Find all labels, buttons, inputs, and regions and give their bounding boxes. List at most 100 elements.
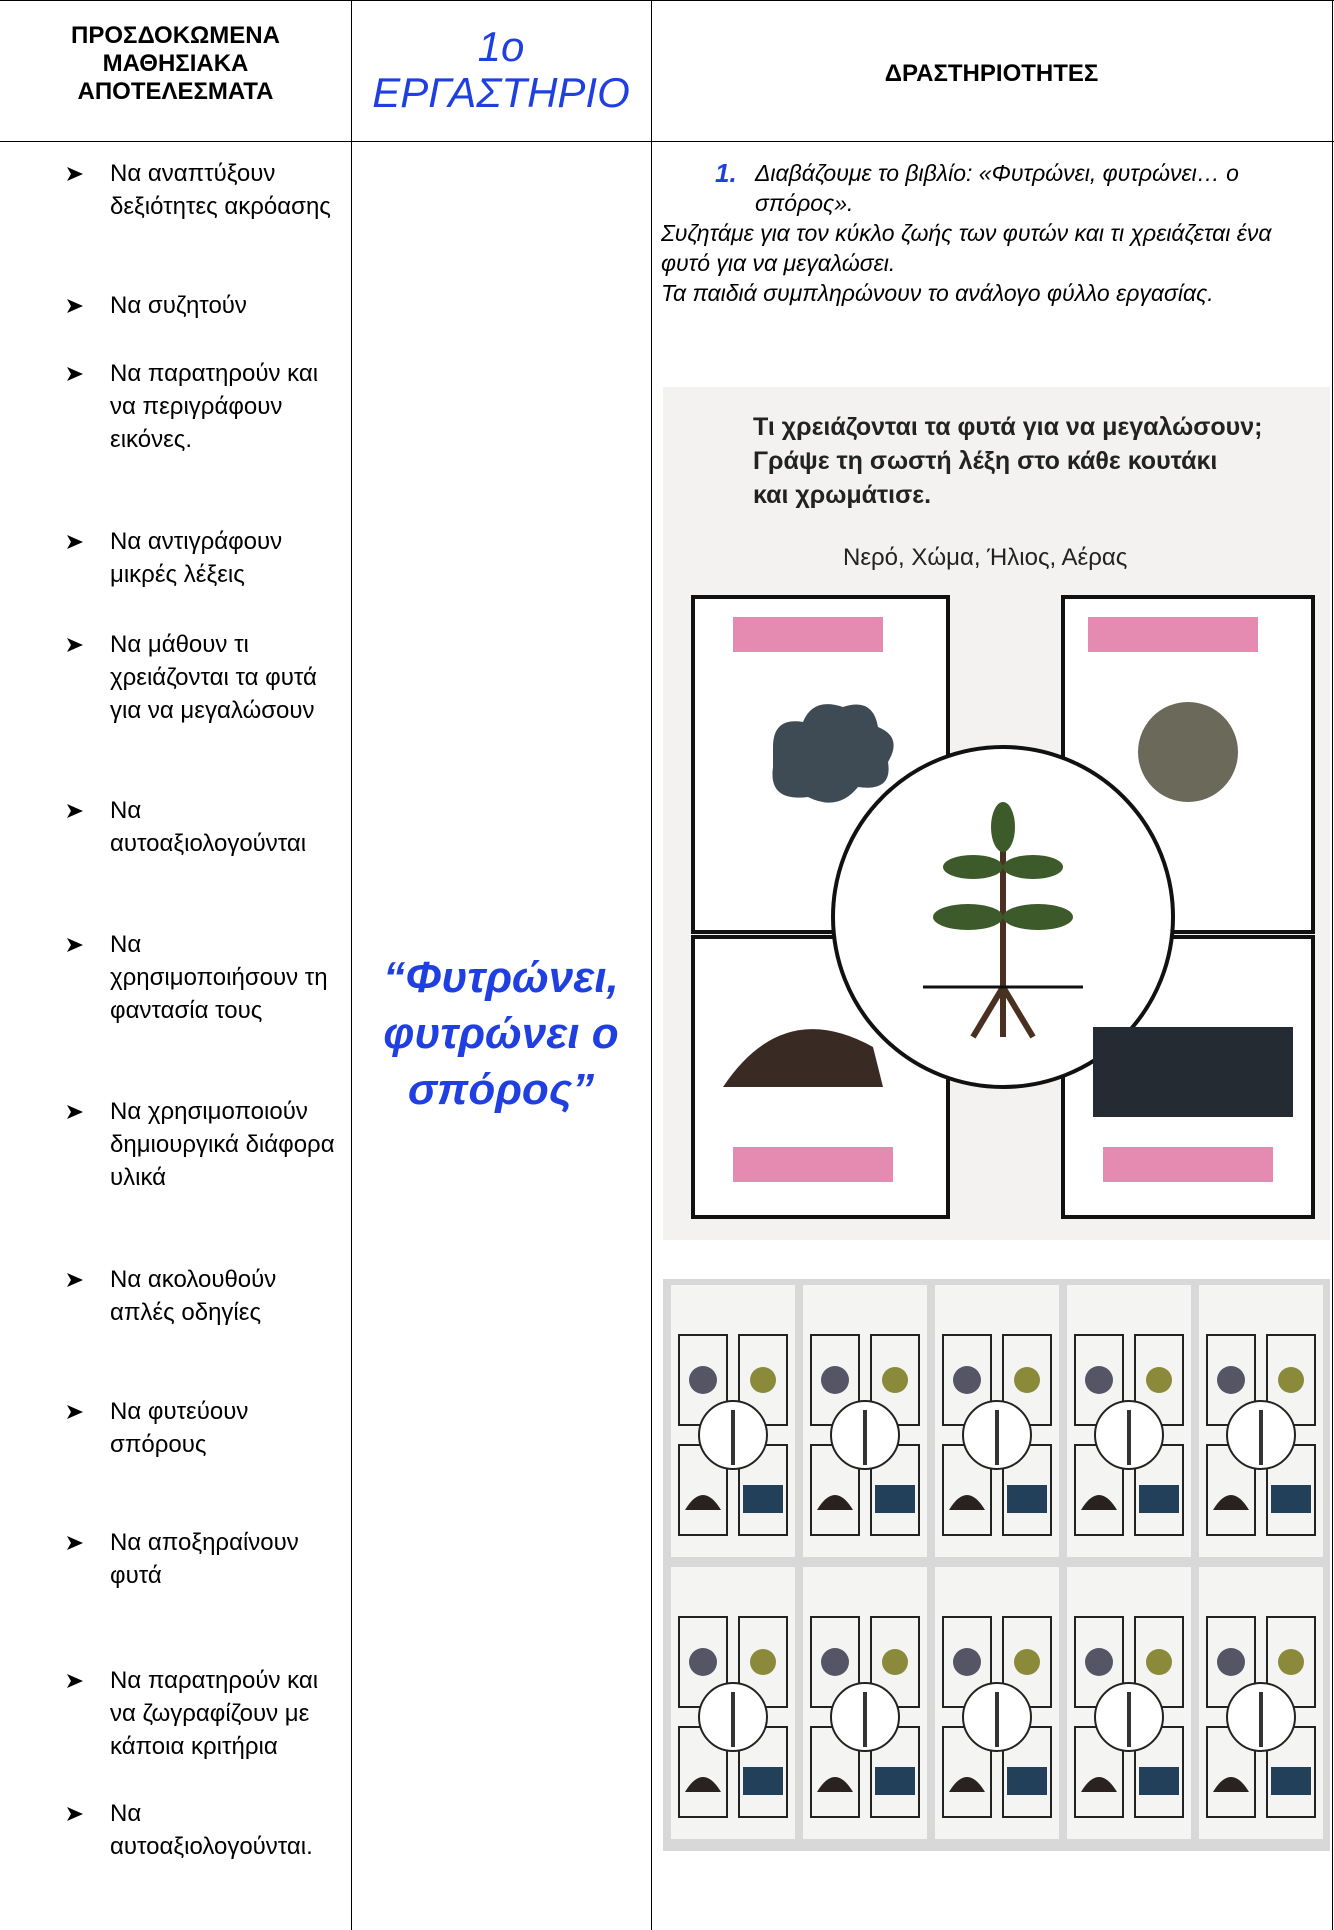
outcome-item: Να αυτοαξιολογούνται. bbox=[67, 1797, 335, 1863]
activities: 1. Διαβάζουμε το βιβλίο: «Φυτρώνει, φυτρ… bbox=[661, 158, 1321, 308]
sheet-shape bbox=[882, 1367, 908, 1393]
sheet-shape bbox=[1081, 1495, 1117, 1510]
outcome-item: Να παρατηρούν και να ζωγραφίζουν με κάπο… bbox=[67, 1664, 335, 1763]
sun bbox=[1138, 702, 1238, 802]
sheet-shape bbox=[1146, 1649, 1172, 1675]
header-activities: ΔΡΑΣΤΗΡΙΟΤΗΤΕΣ bbox=[884, 60, 1099, 87]
outcome-item: Να αποξηραίνουν φυτά bbox=[67, 1526, 335, 1592]
outcome-item: Να συζητούν bbox=[67, 289, 335, 322]
sheet-shape bbox=[1139, 1485, 1179, 1513]
worksheet-question: Τι χρειάζονται τα φυτά για να μεγαλώσουν… bbox=[753, 413, 1262, 441]
worksheet-photo: Τι χρειάζονται τα φυτά για να μεγαλώσουν… bbox=[663, 387, 1330, 1240]
sheet-shape bbox=[1146, 1367, 1172, 1393]
header-line: ΑΠΟΤΕΛΕΣΜΑΤΑ bbox=[77, 78, 274, 105]
sheet-shape bbox=[875, 1485, 915, 1513]
sheet-shape bbox=[1271, 1767, 1311, 1795]
bullet bbox=[67, 299, 83, 313]
sheet-shape bbox=[689, 1648, 717, 1676]
sheet-shape bbox=[685, 1495, 721, 1510]
bullet bbox=[67, 367, 83, 381]
sheet-shape bbox=[821, 1648, 849, 1676]
bullet bbox=[67, 1674, 83, 1688]
outcome-text: Να μάθουν τι χρειάζονται τα φυτά για να … bbox=[110, 631, 317, 724]
outcome-text: Να παρατηρούν και να περιγράφουν εικόνες… bbox=[110, 360, 319, 453]
header-workshop: 1ο ΕΡΓΑΣΤΗΡΙΟ bbox=[351, 24, 651, 116]
outcome-item: Να φυτεύουν σπόρους bbox=[67, 1395, 335, 1461]
sheet-shape bbox=[1081, 1777, 1117, 1792]
workshop-title: “Φυτρώνει, φυτρώνει ο σπόρος” bbox=[383, 953, 619, 1114]
outcome-text: Να αναπτύξουν δεξιότητες ακρόασης bbox=[110, 160, 331, 220]
column-border bbox=[1332, 0, 1333, 1930]
sheet-shape bbox=[817, 1777, 853, 1792]
outcome-text: Να αυτοαξιολογούνται bbox=[110, 797, 307, 857]
sheet-shape bbox=[817, 1495, 853, 1510]
outcome-text: Να συζητούν bbox=[110, 292, 247, 319]
bullet bbox=[67, 1807, 83, 1821]
header-line: ΠΡΟΣΔΟΚΩΜΕΝΑ bbox=[71, 22, 280, 49]
sheet-shape bbox=[743, 1767, 783, 1795]
sheet-shape bbox=[821, 1366, 849, 1394]
sheet-shape bbox=[1139, 1767, 1179, 1795]
outcome-item: Να ακολουθούν απλές οδηγίες bbox=[67, 1263, 335, 1329]
sheet-shape bbox=[1007, 1485, 1047, 1513]
column-border bbox=[351, 0, 352, 1930]
sheet-shape bbox=[1085, 1366, 1113, 1394]
description: Τα παιδιά συμπληρώνουν το ανάλογο φύλλο … bbox=[661, 280, 1214, 306]
sheet-shape bbox=[1217, 1648, 1245, 1676]
sheet-shape bbox=[953, 1648, 981, 1676]
sheet-shape bbox=[750, 1367, 776, 1393]
bullet bbox=[67, 804, 83, 818]
outcome-text: Να παρατηρούν και να ζωγραφίζουν με κάπο… bbox=[110, 1667, 319, 1760]
bullet bbox=[67, 938, 83, 952]
description: Συζητάμε για τον κύκλο ζωής των φυτών κα… bbox=[661, 220, 1272, 276]
sheet-shape bbox=[1014, 1367, 1040, 1393]
outcome-text: Να ακολουθούν απλές οδηγίες bbox=[110, 1266, 277, 1326]
cloud bbox=[772, 704, 894, 803]
outcome-text: Να αντιγράφουν μικρές λέξεις bbox=[110, 528, 283, 588]
outcome-text: Να χρησιμοποιήσουν τη φαντασία τους bbox=[110, 931, 328, 1024]
sheet-shape bbox=[750, 1649, 776, 1675]
bullet bbox=[67, 1536, 83, 1550]
header-line: ΜΑΘΗΣΙΑΚΑ bbox=[102, 50, 249, 77]
column-border bbox=[651, 0, 652, 1930]
bullet bbox=[67, 1405, 83, 1419]
workshop-label: ΕΡΓΑΣΤΗΡΙΟ bbox=[372, 69, 630, 116]
bullet bbox=[67, 535, 83, 549]
sheet-shape bbox=[1007, 1767, 1047, 1795]
sheet-shape bbox=[743, 1485, 783, 1513]
step-text: Διαβάζουμε το βιβλίο: «Φυτρώνει, φυτρώνε… bbox=[755, 160, 1239, 216]
water bbox=[1093, 1027, 1293, 1117]
step: 1. Διαβάζουμε το βιβλίο: «Φυτρώνει, φυτρ… bbox=[661, 158, 1321, 218]
sheet-shape bbox=[685, 1777, 721, 1792]
outcome-item: Να αντιγράφουν μικρές λέξεις bbox=[67, 525, 335, 591]
outcome-text: Να αυτοαξιολογούνται. bbox=[110, 1800, 313, 1860]
bullet bbox=[67, 167, 83, 181]
sheet-shape bbox=[1278, 1649, 1304, 1675]
worksheet-words: Νερό, Χώμα, Ήλιος, Αέρας bbox=[843, 544, 1127, 571]
outcome-text: Να χρησιμοποιούν δημιουργικά διάφορα υλι… bbox=[110, 1098, 335, 1191]
outcome-item: Να αναπτύξουν δεξιότητες ακρόασης bbox=[67, 157, 335, 223]
outcome-item: Να αυτοαξιολογούνται bbox=[67, 794, 335, 860]
bullet bbox=[67, 638, 83, 652]
sheet-shape bbox=[949, 1495, 985, 1510]
sheet-shape bbox=[1085, 1648, 1113, 1676]
outcome-item: Να μάθουν τι χρειάζονται τα φυτά για να … bbox=[67, 628, 335, 727]
sheet-shape bbox=[689, 1366, 717, 1394]
bullet bbox=[67, 1273, 83, 1287]
sheet-shape bbox=[875, 1767, 915, 1795]
sheet-shape bbox=[1213, 1495, 1249, 1510]
top-border bbox=[0, 0, 1334, 1]
soil bbox=[723, 1029, 883, 1087]
sheet-shape bbox=[949, 1777, 985, 1792]
outcome-text: Να αποξηραίνουν φυτά bbox=[110, 1529, 299, 1589]
leaves bbox=[933, 802, 1073, 930]
outcome-item: Να χρησιμοποιήσουν τη φαντασία τους bbox=[67, 928, 335, 1027]
sheet-shape bbox=[1213, 1777, 1249, 1792]
sheet-shape bbox=[882, 1649, 908, 1675]
worksheet-question: και χρωμάτισε. bbox=[753, 481, 931, 509]
outcome-item: Να παρατηρούν και να περιγράφουν εικόνες… bbox=[67, 357, 335, 456]
plant bbox=[970, 827, 1036, 1039]
outcome-text: Να φυτεύουν σπόρους bbox=[110, 1398, 249, 1458]
sheet-shape bbox=[1217, 1366, 1245, 1394]
